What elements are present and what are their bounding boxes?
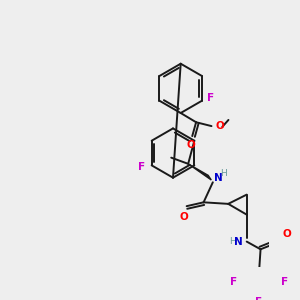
Text: H: H <box>220 169 227 178</box>
Text: O: O <box>283 229 292 238</box>
Text: O: O <box>186 140 195 150</box>
Text: O: O <box>179 212 188 222</box>
Text: F: F <box>207 93 214 103</box>
Text: F: F <box>230 277 238 286</box>
Text: H: H <box>229 237 236 246</box>
Text: O: O <box>215 121 224 131</box>
Polygon shape <box>188 164 211 180</box>
Text: F: F <box>280 277 288 286</box>
Text: F: F <box>256 297 262 300</box>
Text: N: N <box>234 237 243 247</box>
Text: F: F <box>138 162 146 172</box>
Text: N: N <box>214 173 222 183</box>
